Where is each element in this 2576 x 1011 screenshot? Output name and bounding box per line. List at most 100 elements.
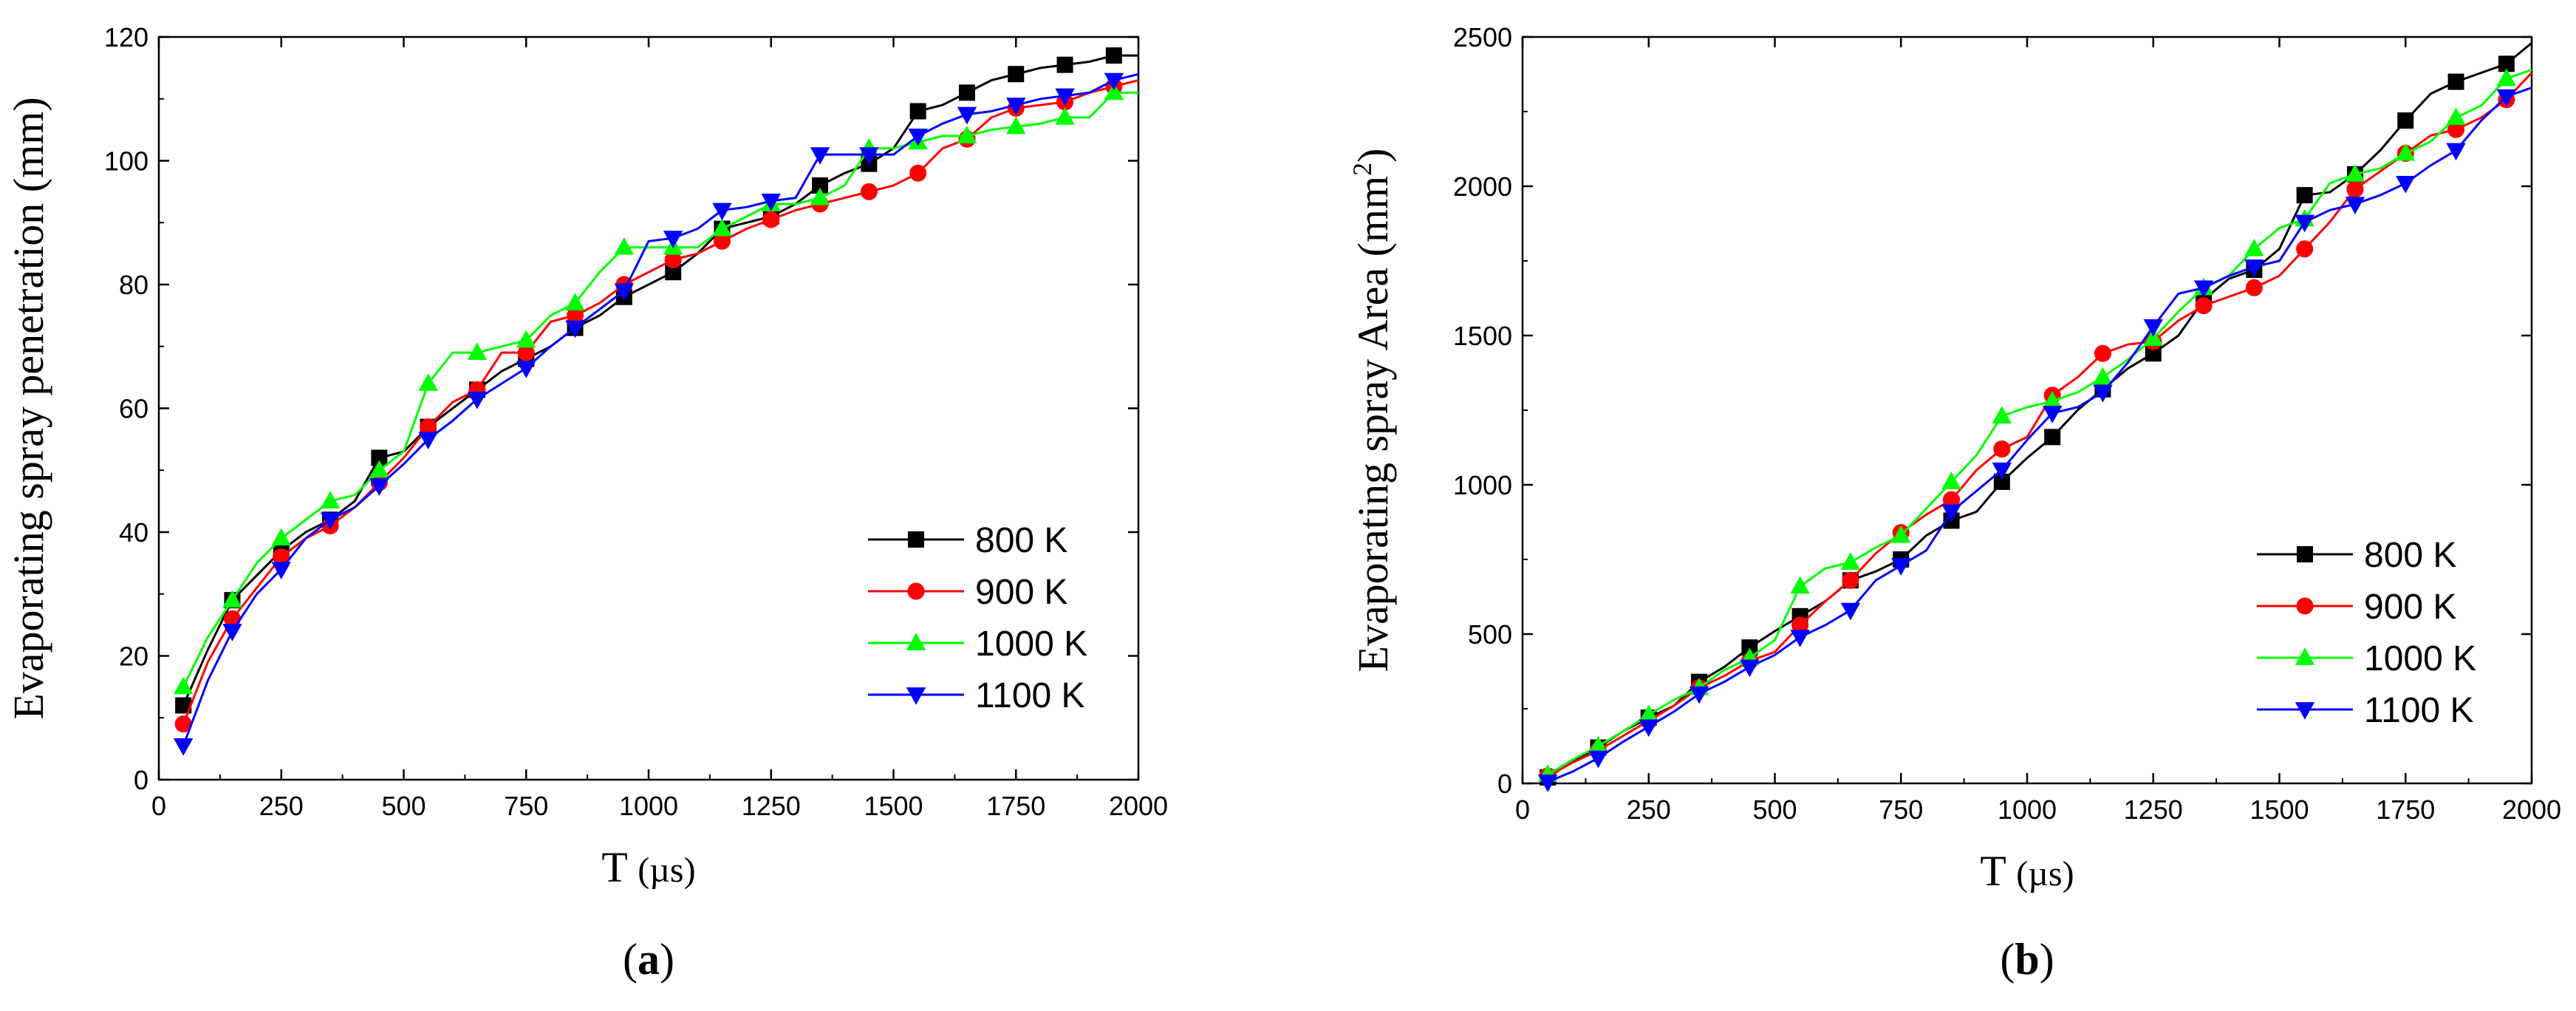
data-point <box>713 232 731 250</box>
x-axis-title: T (µs) <box>601 843 695 891</box>
legend-label: 800 K <box>975 521 1067 560</box>
data-point <box>712 202 732 221</box>
x-axis-title-var: T <box>601 843 638 891</box>
panel-label: (b) <box>2000 935 2054 984</box>
legend: 800 K 900 K 1000 K 1100 K <box>868 521 1087 715</box>
data-point <box>2496 68 2517 86</box>
data-point <box>1008 66 1025 83</box>
data-point <box>271 562 291 579</box>
data-point <box>1993 473 2010 490</box>
data-point <box>810 147 830 165</box>
x-tick-label: 500 <box>1752 794 1797 825</box>
legend: 800 K 900 K 1000 K 1100 K <box>2257 536 2476 730</box>
y-tick-label: 2000 <box>1453 171 1512 202</box>
data-point <box>1055 88 1075 106</box>
x-axis-title-unit: (µs) <box>638 851 695 890</box>
legend-marker <box>907 582 925 600</box>
data-point <box>1790 630 1810 647</box>
data-point <box>418 373 438 391</box>
data-point <box>2044 429 2061 446</box>
x-tick-label: 1000 <box>619 791 678 821</box>
data-point <box>2296 240 2314 258</box>
series-line-1000-k <box>182 91 1138 688</box>
x-tick-label: 1000 <box>1998 794 2057 825</box>
legend-label: 900 K <box>2364 588 2456 627</box>
data-point <box>663 231 683 248</box>
data-point <box>2446 107 2466 125</box>
chart-panel-a: 0 250 500 750 1000 1250 1500 1750 2000 0 20 40 60 80 1… <box>4 22 1168 984</box>
y-tick-label: 100 <box>104 146 148 177</box>
series-line-900-k <box>1547 72 2533 777</box>
data-point <box>614 283 635 302</box>
data-point <box>467 392 488 409</box>
x-axis-title: T (µs) <box>1980 847 2074 895</box>
legend-label: 900 K <box>975 573 1067 612</box>
plot-frame <box>157 35 1140 781</box>
data-point <box>1842 571 1859 589</box>
data-point <box>1943 491 1961 508</box>
legend-label: 1000 K <box>975 624 1087 664</box>
data-point <box>517 344 535 361</box>
data-point <box>1992 462 2012 480</box>
data-point <box>1791 616 1809 634</box>
x-tick-label: 1500 <box>864 791 923 821</box>
data-point <box>2143 319 2163 337</box>
data-point <box>418 432 438 450</box>
data-point <box>173 738 194 756</box>
legend-marker <box>2297 546 2313 562</box>
data-point <box>2042 406 2063 423</box>
data-point <box>1891 558 1911 576</box>
y-axis-title-superscript: 2 <box>1347 163 1377 176</box>
data-point <box>175 697 192 714</box>
data-point <box>909 103 926 120</box>
data-point <box>958 84 975 101</box>
data-point <box>1941 472 1961 489</box>
data-point <box>957 106 977 125</box>
data-point <box>273 548 290 566</box>
data-point <box>174 715 192 733</box>
data-point <box>2346 180 2364 198</box>
data-point <box>1588 735 1608 754</box>
panel-label-close: ) <box>660 935 674 984</box>
panel-label-letter: b <box>2015 935 2039 984</box>
x-axis-title-unit: (µs) <box>2016 854 2074 893</box>
y-axis-title: Evaporating spray Area (mm2) <box>1347 149 1397 673</box>
data-point <box>1741 639 1758 656</box>
data-point <box>2244 259 2264 277</box>
data-point <box>812 177 829 194</box>
data-point <box>2042 391 2063 409</box>
legend-marker <box>2295 702 2315 720</box>
data-point <box>1891 525 1911 543</box>
data-point <box>2093 384 2113 403</box>
data-point <box>1840 552 1861 570</box>
legend-label: 1100 K <box>2364 691 2474 730</box>
x-tick-label: 1750 <box>2376 794 2435 825</box>
panel-label-open: ( <box>623 935 638 984</box>
data-point <box>2447 120 2465 138</box>
x-tick-label: 750 <box>1879 794 1923 825</box>
data-point <box>1740 659 1760 678</box>
data-point <box>909 164 927 182</box>
data-point <box>2245 279 2263 296</box>
data-point <box>173 676 194 695</box>
data-point <box>369 478 389 496</box>
y-tick-label: 500 <box>1468 619 1512 650</box>
data-point <box>1056 56 1073 73</box>
data-point <box>1537 775 1558 792</box>
y-tick-label: 0 <box>134 765 148 795</box>
data-point <box>712 218 732 236</box>
data-point <box>1790 576 1810 594</box>
data-point <box>2396 176 2416 194</box>
y-tick-label: 1500 <box>1453 321 1512 351</box>
y-axis-title-main: Evaporating spray Area (mm <box>1349 176 1397 673</box>
data-point <box>320 512 341 530</box>
legend-label: 800 K <box>2364 536 2456 575</box>
x-tick-label: 1750 <box>986 791 1045 821</box>
legend-marker <box>908 531 924 548</box>
data-point <box>2195 297 2213 315</box>
x-tick-label: 500 <box>381 791 426 821</box>
series-line-1100-k <box>1547 86 2532 783</box>
data-point <box>2295 214 2314 233</box>
data-point <box>664 251 682 269</box>
